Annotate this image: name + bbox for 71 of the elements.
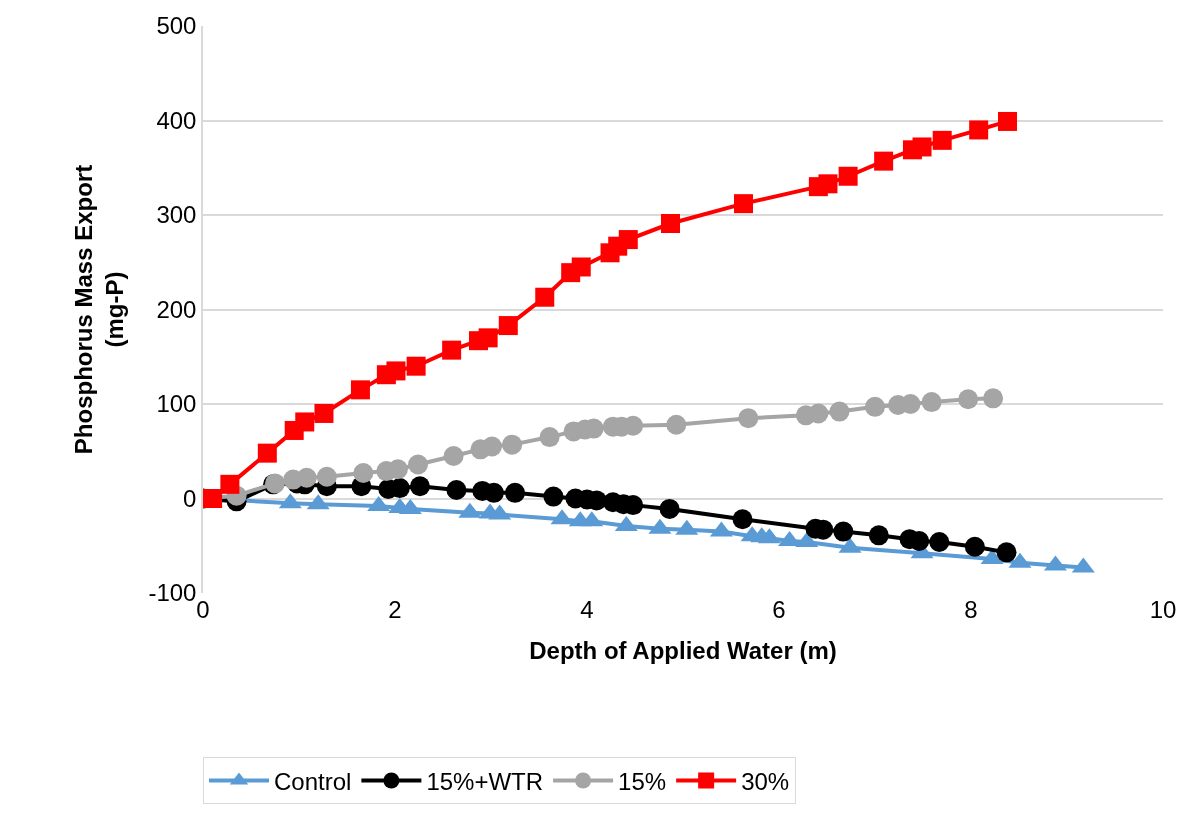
point xyxy=(406,356,426,376)
point xyxy=(964,536,985,557)
point xyxy=(350,380,370,400)
point xyxy=(659,498,680,519)
point xyxy=(543,486,564,507)
legend-label: 30% xyxy=(741,767,790,795)
y-tick-label: 500 xyxy=(156,12,197,40)
point xyxy=(969,120,989,140)
point xyxy=(314,403,334,423)
legend-label: 15%+WTR xyxy=(426,767,544,795)
point xyxy=(732,509,753,530)
point xyxy=(996,542,1017,563)
point xyxy=(505,482,525,503)
point xyxy=(386,361,406,381)
point xyxy=(868,525,889,546)
point xyxy=(220,474,240,494)
legend-label: Control xyxy=(274,767,352,795)
point xyxy=(623,415,644,436)
point xyxy=(932,130,952,150)
point xyxy=(483,482,504,503)
x-tick-label: 10 xyxy=(1149,596,1177,623)
legend-label: 15% xyxy=(618,767,667,795)
point xyxy=(316,466,337,487)
point xyxy=(502,434,523,455)
point xyxy=(738,408,759,429)
y-tick-label: 200 xyxy=(156,295,197,323)
point xyxy=(838,166,858,186)
point xyxy=(818,174,838,194)
point xyxy=(733,194,753,214)
point xyxy=(442,340,462,360)
x-tick-label: 4 xyxy=(580,596,594,623)
point xyxy=(481,436,502,457)
point xyxy=(353,462,374,483)
point xyxy=(833,521,854,542)
y-tick-label: -100 xyxy=(148,579,197,607)
point xyxy=(808,403,829,424)
point xyxy=(865,396,885,417)
point xyxy=(535,287,555,307)
point xyxy=(296,467,317,488)
point xyxy=(571,257,591,277)
point xyxy=(829,401,850,422)
y-axis-title: Phosphorus Mass Export (mg-P) xyxy=(69,164,128,455)
y-tick-label: 400 xyxy=(156,106,197,134)
y-tick-label: 100 xyxy=(156,390,197,418)
point xyxy=(539,427,560,448)
point xyxy=(909,531,930,552)
point xyxy=(295,412,315,432)
x-tick-label: 8 xyxy=(964,596,978,623)
point xyxy=(874,151,894,171)
point xyxy=(900,394,921,414)
y-tick-label: 0 xyxy=(183,484,197,512)
point xyxy=(929,531,950,552)
point xyxy=(921,392,942,413)
point xyxy=(408,454,429,475)
point xyxy=(478,328,498,348)
point xyxy=(446,480,467,500)
point xyxy=(257,443,277,463)
point xyxy=(983,388,1004,409)
point xyxy=(666,414,687,435)
x-axis-title: Depth of Applied Water (m) xyxy=(529,637,837,665)
point xyxy=(443,445,464,466)
x-tick-label: 6 xyxy=(772,596,786,623)
point xyxy=(661,214,681,234)
point xyxy=(958,389,979,410)
point xyxy=(409,476,430,497)
point xyxy=(498,316,518,336)
y-tick-label: 300 xyxy=(156,201,197,229)
x-tick-label: 2 xyxy=(388,596,402,623)
point xyxy=(997,111,1017,131)
point xyxy=(912,137,932,157)
point xyxy=(618,230,638,250)
